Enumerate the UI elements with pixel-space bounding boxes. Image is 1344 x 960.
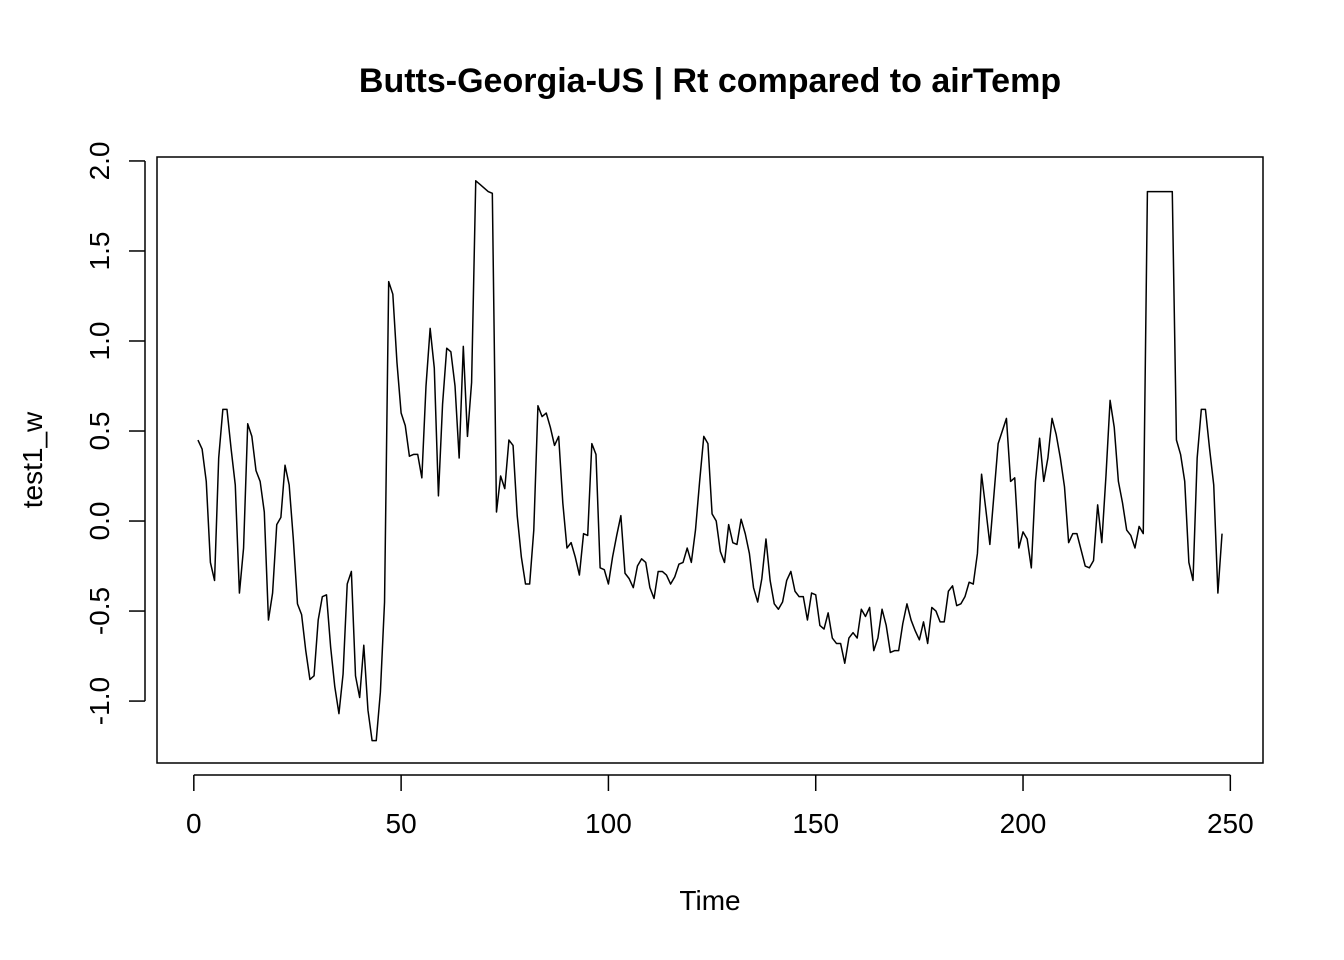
- data-line: [197, 180, 1223, 742]
- y-axis-label: test1_w: [17, 411, 48, 508]
- x-tick-label: 200: [1000, 808, 1047, 839]
- x-tick-label: 50: [386, 808, 417, 839]
- y-tick-label: -1.0: [84, 677, 115, 725]
- x-axis-label: Time: [679, 885, 740, 916]
- y-tick-label: 1.0: [84, 322, 115, 361]
- x-tick-label: 0: [186, 808, 202, 839]
- chart-title: Butts-Georgia-US | Rt compared to airTem…: [359, 62, 1061, 100]
- plot-box: [156, 156, 1264, 764]
- y-tick-label: -0.5: [84, 587, 115, 635]
- x-tick-label: 100: [585, 808, 632, 839]
- y-tick-label: 2.0: [84, 141, 115, 180]
- x-tick-label: 250: [1207, 808, 1254, 839]
- y-tick-label: 0.5: [84, 412, 115, 451]
- y-tick-label: 1.5: [84, 232, 115, 271]
- x-tick-label: 150: [792, 808, 839, 839]
- y-tick-label: 0.0: [84, 502, 115, 541]
